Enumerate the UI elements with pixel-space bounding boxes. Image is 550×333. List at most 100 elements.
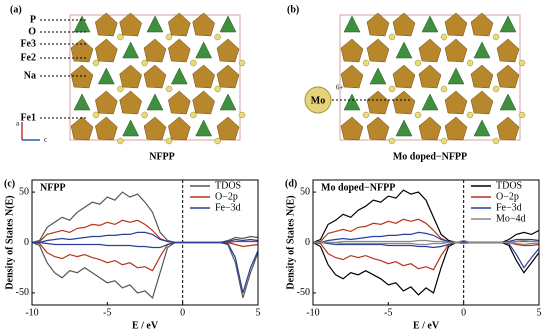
na-atom <box>518 111 526 119</box>
legend-label: O−2p <box>215 191 238 202</box>
octahedron <box>143 64 167 89</box>
na-atom <box>141 111 148 119</box>
x-tick-label: 5 <box>537 307 542 318</box>
octahedron <box>470 90 494 115</box>
x-axis-label: E / eV <box>413 320 440 331</box>
na-atom <box>466 59 474 67</box>
octahedron <box>168 116 191 141</box>
octahedron <box>70 116 94 141</box>
na-atom <box>466 111 474 119</box>
tetrahedron <box>369 67 387 85</box>
octahedron <box>168 12 191 37</box>
legend-label: TDOS <box>496 180 522 191</box>
octahedron <box>70 38 94 63</box>
y-tick-label: -50 <box>297 287 310 298</box>
x-tick-label: -10 <box>25 307 38 318</box>
tetrahedron <box>343 15 361 33</box>
tetrahedron <box>499 15 517 33</box>
legend-label: Mo−4d <box>496 213 526 224</box>
octahedron <box>444 90 468 115</box>
octahedron <box>392 90 416 115</box>
na-atom <box>190 111 197 119</box>
legend-label: O−2p <box>496 191 519 202</box>
tetrahedron <box>219 15 237 33</box>
octahedron <box>192 64 215 89</box>
octahedron <box>444 116 468 141</box>
x-axis-label: E / eV <box>132 320 159 331</box>
chart-title: NFPP <box>40 182 66 193</box>
y-tick-label: -50 <box>16 287 29 298</box>
panel-label: (d) <box>285 178 297 189</box>
na-atom <box>238 111 246 119</box>
na-atom <box>492 85 500 93</box>
na-atom <box>440 85 448 93</box>
na-atom <box>492 33 500 41</box>
na-atom <box>214 33 221 41</box>
panel-label: (b) <box>287 4 299 15</box>
plot-frame <box>312 179 540 306</box>
atom-label: P <box>30 14 36 25</box>
tetrahedron <box>395 119 413 137</box>
y-tick-label: 50 <box>300 186 310 197</box>
octahedron <box>470 12 494 37</box>
octahedron <box>418 38 442 63</box>
tetrahedron <box>219 93 237 111</box>
panel-label: (c) <box>4 178 15 189</box>
octahedron <box>418 64 442 89</box>
na-atom <box>214 137 221 145</box>
dos-line <box>31 241 259 299</box>
dos-line <box>312 241 540 296</box>
dopant: Mo <box>311 95 325 106</box>
na-atom <box>518 59 526 67</box>
tetrahedron <box>421 15 439 33</box>
legend-label: Fe−3d <box>215 202 241 213</box>
octahedron <box>496 64 520 89</box>
octahedron <box>119 64 142 89</box>
na-atom <box>414 111 422 119</box>
octahedron <box>168 38 191 63</box>
octahedron <box>95 116 118 141</box>
octahedron <box>95 90 118 115</box>
octahedron <box>444 12 468 37</box>
atom-label: Fe2 <box>20 52 36 63</box>
na-atom <box>190 59 197 67</box>
axis-letter: a <box>16 120 20 128</box>
octahedron <box>216 64 240 89</box>
legend-label: TDOS <box>215 180 241 191</box>
octahedron <box>444 38 468 63</box>
dos-line <box>313 241 540 269</box>
x-tick-label: -5 <box>103 307 111 318</box>
atom-label: O <box>28 26 36 37</box>
na-atom <box>492 137 500 145</box>
octahedron <box>340 64 364 89</box>
legend-label: Fe−3d <box>496 202 522 213</box>
na-atom <box>165 33 173 41</box>
na-atom <box>165 85 173 93</box>
y-axis-label: Density of States N(E) <box>4 195 15 289</box>
chart-title: Mo doped−NFPP <box>321 182 395 193</box>
octahedron <box>418 116 442 141</box>
x-tick-label: 0 <box>180 307 185 318</box>
octahedron <box>216 116 240 141</box>
octahedron <box>366 116 390 141</box>
octahedron <box>95 12 118 37</box>
charge: 6+ <box>336 84 344 92</box>
na-atom <box>92 59 100 67</box>
octahedron <box>143 116 167 141</box>
na-atom <box>92 111 100 119</box>
octahedron <box>366 90 390 115</box>
na-atom <box>117 137 124 145</box>
octahedron <box>496 116 520 141</box>
atom-label: Fe1 <box>20 112 36 123</box>
na-atom <box>362 111 370 119</box>
caption: NFPP <box>149 151 175 162</box>
tetrahedron <box>97 67 115 85</box>
na-atom <box>388 137 396 145</box>
axis-letter: c <box>44 136 47 144</box>
octahedron <box>216 38 240 63</box>
tetrahedron <box>473 41 491 59</box>
x-tick-label: 0 <box>461 307 466 318</box>
octahedron <box>95 38 118 63</box>
caption: Mo doped−NFPP <box>393 151 467 162</box>
